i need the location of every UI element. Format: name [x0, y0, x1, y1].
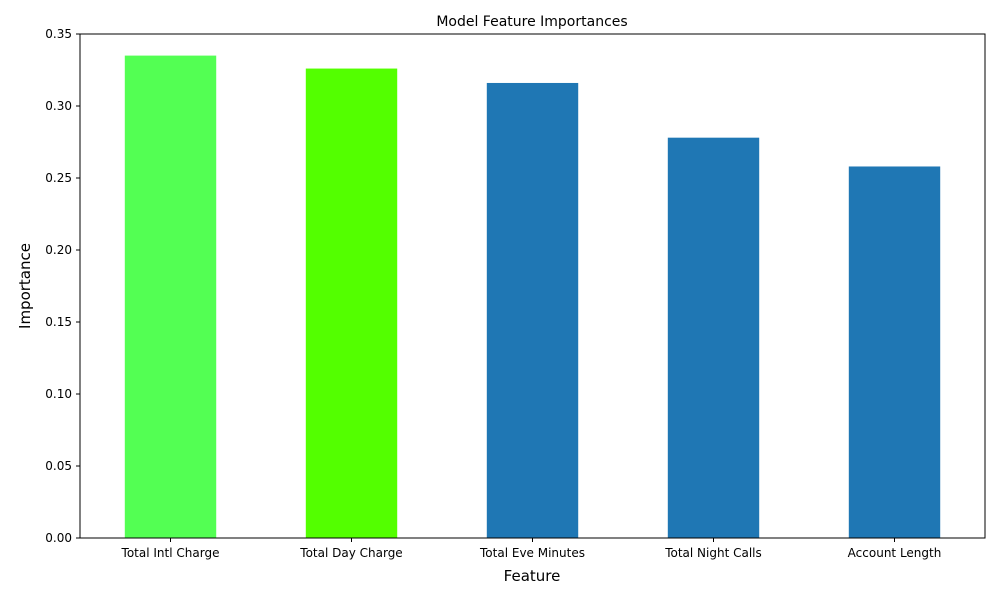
x-axis-ticks: Total Intl Charge Total Day Charge Total E… [121, 538, 942, 560]
y-tick-label: 0.25 [45, 171, 72, 185]
x-tick-label: Total Day Charge [299, 546, 402, 560]
x-tick-label: Total Night Calls [664, 546, 762, 560]
plot-frame [79, 33, 986, 539]
bars-layer [124, 55, 941, 539]
bar-1 [124, 55, 217, 538]
bar-4 [667, 137, 760, 538]
y-tick-label: 0.05 [45, 459, 72, 473]
x-tick-label: Total Eve Minutes [479, 546, 585, 560]
chart-title: Model Feature Importances [436, 14, 627, 30]
bar-3 [486, 82, 579, 539]
y-tick-label: 0.15 [45, 315, 72, 329]
x-axis-title: Feature [504, 567, 561, 585]
bar-5 [848, 166, 941, 539]
x-tick-label: Account Length [848, 546, 942, 560]
y-tick-label: 0.20 [45, 243, 72, 257]
y-tick-label: 0.30 [45, 99, 72, 113]
y-tick-label: 0.10 [45, 387, 72, 401]
y-axis-title: Importance [16, 243, 34, 329]
y-tick-label: 0.00 [45, 531, 72, 545]
x-tick-label: Total Intl Charge [121, 546, 220, 560]
y-tick-label: 0.35 [45, 27, 72, 41]
bar-2 [305, 68, 398, 538]
y-axis-ticks: 0.00 0.05 0.10 0.15 0.20 0.25 0.30 0.35 [45, 27, 80, 545]
